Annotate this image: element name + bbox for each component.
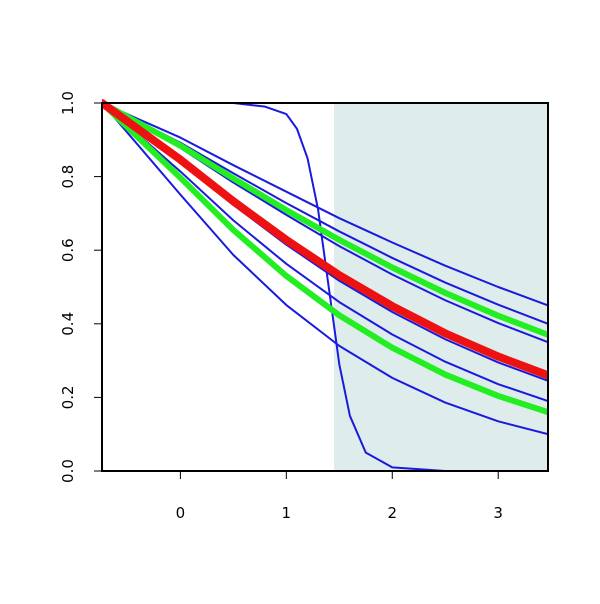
plot-frame [101,102,549,472]
y-tick-label: 1.0 [59,91,77,115]
curve [102,99,548,380]
y-tick-label: 0.0 [59,459,77,483]
x-tick-label: 0 [176,504,186,522]
curve [102,102,548,471]
y-tick-label: 0.8 [59,165,77,189]
x-tick-label: 3 [493,504,503,522]
curve [102,102,548,403]
shaded-region [334,103,548,471]
curve [102,102,548,325]
curve [102,100,548,416]
y-tick-label: 0.4 [59,312,77,336]
curve [102,102,548,307]
curve [102,102,548,436]
x-tick-label: 1 [282,504,292,522]
curve [102,100,548,338]
y-tick-label: 0.2 [59,385,77,409]
x-tick-label: 2 [387,504,397,522]
y-tick-label: 0.6 [59,238,77,262]
